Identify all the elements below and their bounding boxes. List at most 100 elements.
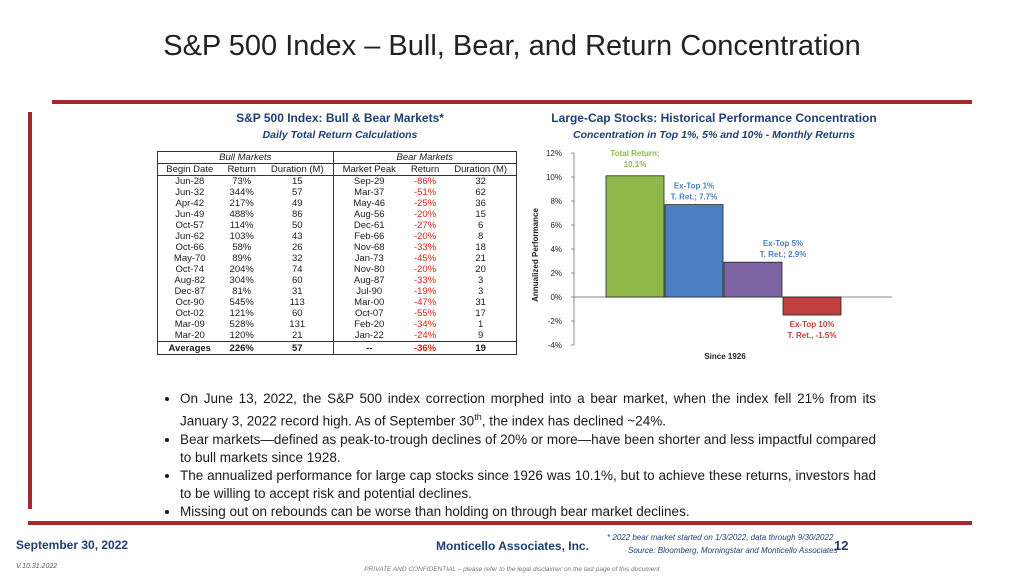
table-cell: 18 xyxy=(475,242,486,253)
table-cell: 50 xyxy=(261,220,334,231)
table-cell: Jun-62 xyxy=(175,231,205,242)
table-row: Aug-82 304% 60 Aug-87 -33% 3 xyxy=(158,275,517,286)
table-cell: 89% xyxy=(232,253,252,264)
y-tick-label: 8% xyxy=(550,197,562,206)
table-cell: 217% xyxy=(229,198,254,209)
table-cell: -33% xyxy=(413,242,437,253)
averages-cell: 226% xyxy=(221,341,262,355)
footnote: * 2022 bear market started on 1/3/2022, … xyxy=(607,533,834,542)
table-cell: Oct-90 xyxy=(175,297,204,308)
table-cell: May-70 xyxy=(173,253,206,264)
table-cell: 60 xyxy=(261,275,334,286)
table-cell: 344% xyxy=(229,187,254,198)
table-cell: 74 xyxy=(261,264,334,275)
table-cell: 131 xyxy=(261,319,334,330)
table-header: S&P 500 Index: Bull & Bear Markets* Dail… xyxy=(160,111,520,141)
y-tick-label: -4% xyxy=(548,341,562,350)
table-row: Jun-32 344% 57 Mar-37 -51% 62 xyxy=(158,187,517,198)
table-cell: 545% xyxy=(229,297,254,308)
table-cell: Jan-22 xyxy=(354,330,384,341)
bull-bear-table: Bull Markets Bear Markets Begin Date Retu… xyxy=(157,151,517,355)
table-cell: Jan-73 xyxy=(354,253,384,264)
table-row: Oct-90 545% 113 Mar-00 -47% 31 xyxy=(158,297,517,308)
bullet-1-text-end: , the index has declined ~24%. xyxy=(481,413,666,429)
table-cell: 20 xyxy=(475,264,486,275)
bar-label: Total Return; xyxy=(610,149,659,158)
table-row: May-70 89% 32 Jan-73 -45% 21 xyxy=(158,253,517,264)
table-row: Oct-02 121% 60 Oct-07 -55% 17 xyxy=(158,308,517,319)
table-cell: -45% xyxy=(413,253,437,264)
table-cell: 6 xyxy=(477,220,484,231)
bar-value-label: T. Ret.; 2.9% xyxy=(760,250,807,259)
table-cell: 49 xyxy=(261,198,334,209)
table-cell: Oct-02 xyxy=(175,308,204,319)
bull-markets-header: Bull Markets xyxy=(157,151,334,164)
table-cell: -19% xyxy=(413,286,437,297)
table-cell: 32 xyxy=(475,176,486,187)
table-cell: Mar-09 xyxy=(174,319,205,330)
table-cell: Feb-66 xyxy=(354,231,385,242)
bar-value-label: T. Ret.; 7.7% xyxy=(671,193,718,202)
table-cell: 60 xyxy=(261,308,334,319)
table-cell: 62 xyxy=(475,187,486,198)
x-axis-label: Since 1926 xyxy=(704,352,746,361)
table-cell: 73% xyxy=(232,176,252,187)
bar-value-label: T. Ret., -1.5% xyxy=(788,331,837,340)
table-cell: 21 xyxy=(475,253,486,264)
table-row: Jun-49 488% 86 Aug-56 -20% 15 xyxy=(158,209,517,220)
table-cell: 204% xyxy=(229,264,254,275)
table-cell: -86% xyxy=(413,176,437,187)
bar-total-return xyxy=(605,175,665,298)
table-cell: Oct-07 xyxy=(354,308,384,319)
table-cell: Oct-57 xyxy=(175,220,204,231)
table-cell: Mar-00 xyxy=(354,297,385,308)
table-title: S&P 500 Index: Bull & Bear Markets* xyxy=(236,111,444,125)
table-cell: 3 xyxy=(477,286,484,297)
bar-label: Ex-Top 5% xyxy=(763,239,803,248)
source-note: Source: Bloomberg, Morningstar and Monti… xyxy=(628,546,838,555)
table-cell: Oct-66 xyxy=(175,242,204,253)
column-header: Market Peak xyxy=(333,163,405,176)
page-number: 12 xyxy=(834,538,849,553)
table-row: Oct-57 114% 50 Dec-61 -27% 6 xyxy=(158,220,517,231)
table-cell: -25% xyxy=(413,198,437,209)
table-cell: 57 xyxy=(261,187,334,198)
column-header: Return xyxy=(404,163,446,176)
bullet-item: The annualized performance for large cap… xyxy=(180,467,876,503)
averages-cell: 57 xyxy=(261,341,334,355)
table-cell: 36 xyxy=(475,198,486,209)
table-cell: 81% xyxy=(232,286,252,297)
y-tick-label: 12% xyxy=(546,149,562,158)
bar-value-label: 10.1% xyxy=(624,160,647,169)
table-cell: May-46 xyxy=(353,198,386,209)
table-cell: Nov-68 xyxy=(353,242,385,253)
table-cell: -27% xyxy=(413,220,437,231)
table-cell: -47% xyxy=(413,297,437,308)
bullet-list: On June 13, 2022, the S&P 500 index corr… xyxy=(164,390,876,521)
slide-title: S&P 500 Index – Bull, Bear, and Return C… xyxy=(163,30,861,62)
table-row: Mar-09 528% 131 Feb-20 -34% 1 xyxy=(158,319,517,330)
column-header: Duration (M) xyxy=(261,163,334,176)
table-cell: 31 xyxy=(475,297,486,308)
table-cell: -55% xyxy=(413,308,437,319)
bottom-divider xyxy=(28,521,972,525)
y-tick-label: 10% xyxy=(546,173,562,182)
averages-cell: -36% xyxy=(404,341,446,355)
chart-header: Large-Cap Stocks: Historical Performance… xyxy=(528,111,900,141)
table-row: Oct-74 204% 74 Nov-80 -20% 20 xyxy=(158,264,517,275)
bar-ex-top-1 xyxy=(664,204,724,298)
table-subtitle: Daily Total Return Calculations xyxy=(262,129,418,141)
table-cell: 8 xyxy=(477,231,484,242)
table-row: Oct-66 58% 26 Nov-68 -33% 18 xyxy=(158,242,517,253)
table-cell: Feb-20 xyxy=(354,319,385,330)
table-cell: 31 xyxy=(261,286,334,297)
table-cell: 1 xyxy=(477,319,484,330)
bar-labels: Total Return; 10.1% Ex-Top 1% T. Ret.; 7.7%… xyxy=(610,149,836,340)
table-cell: Apr-42 xyxy=(175,198,204,209)
company-name: Monticello Associates, Inc. xyxy=(436,539,589,553)
bullet-item: Missing out on rebounds can be worse tha… xyxy=(180,503,876,521)
table-row: Mar-20 120% 21 Jan-22 -24% 9 xyxy=(158,330,517,342)
table-cell: 15 xyxy=(475,209,486,220)
report-date: September 30, 2022 xyxy=(16,538,129,552)
bars xyxy=(605,175,842,316)
